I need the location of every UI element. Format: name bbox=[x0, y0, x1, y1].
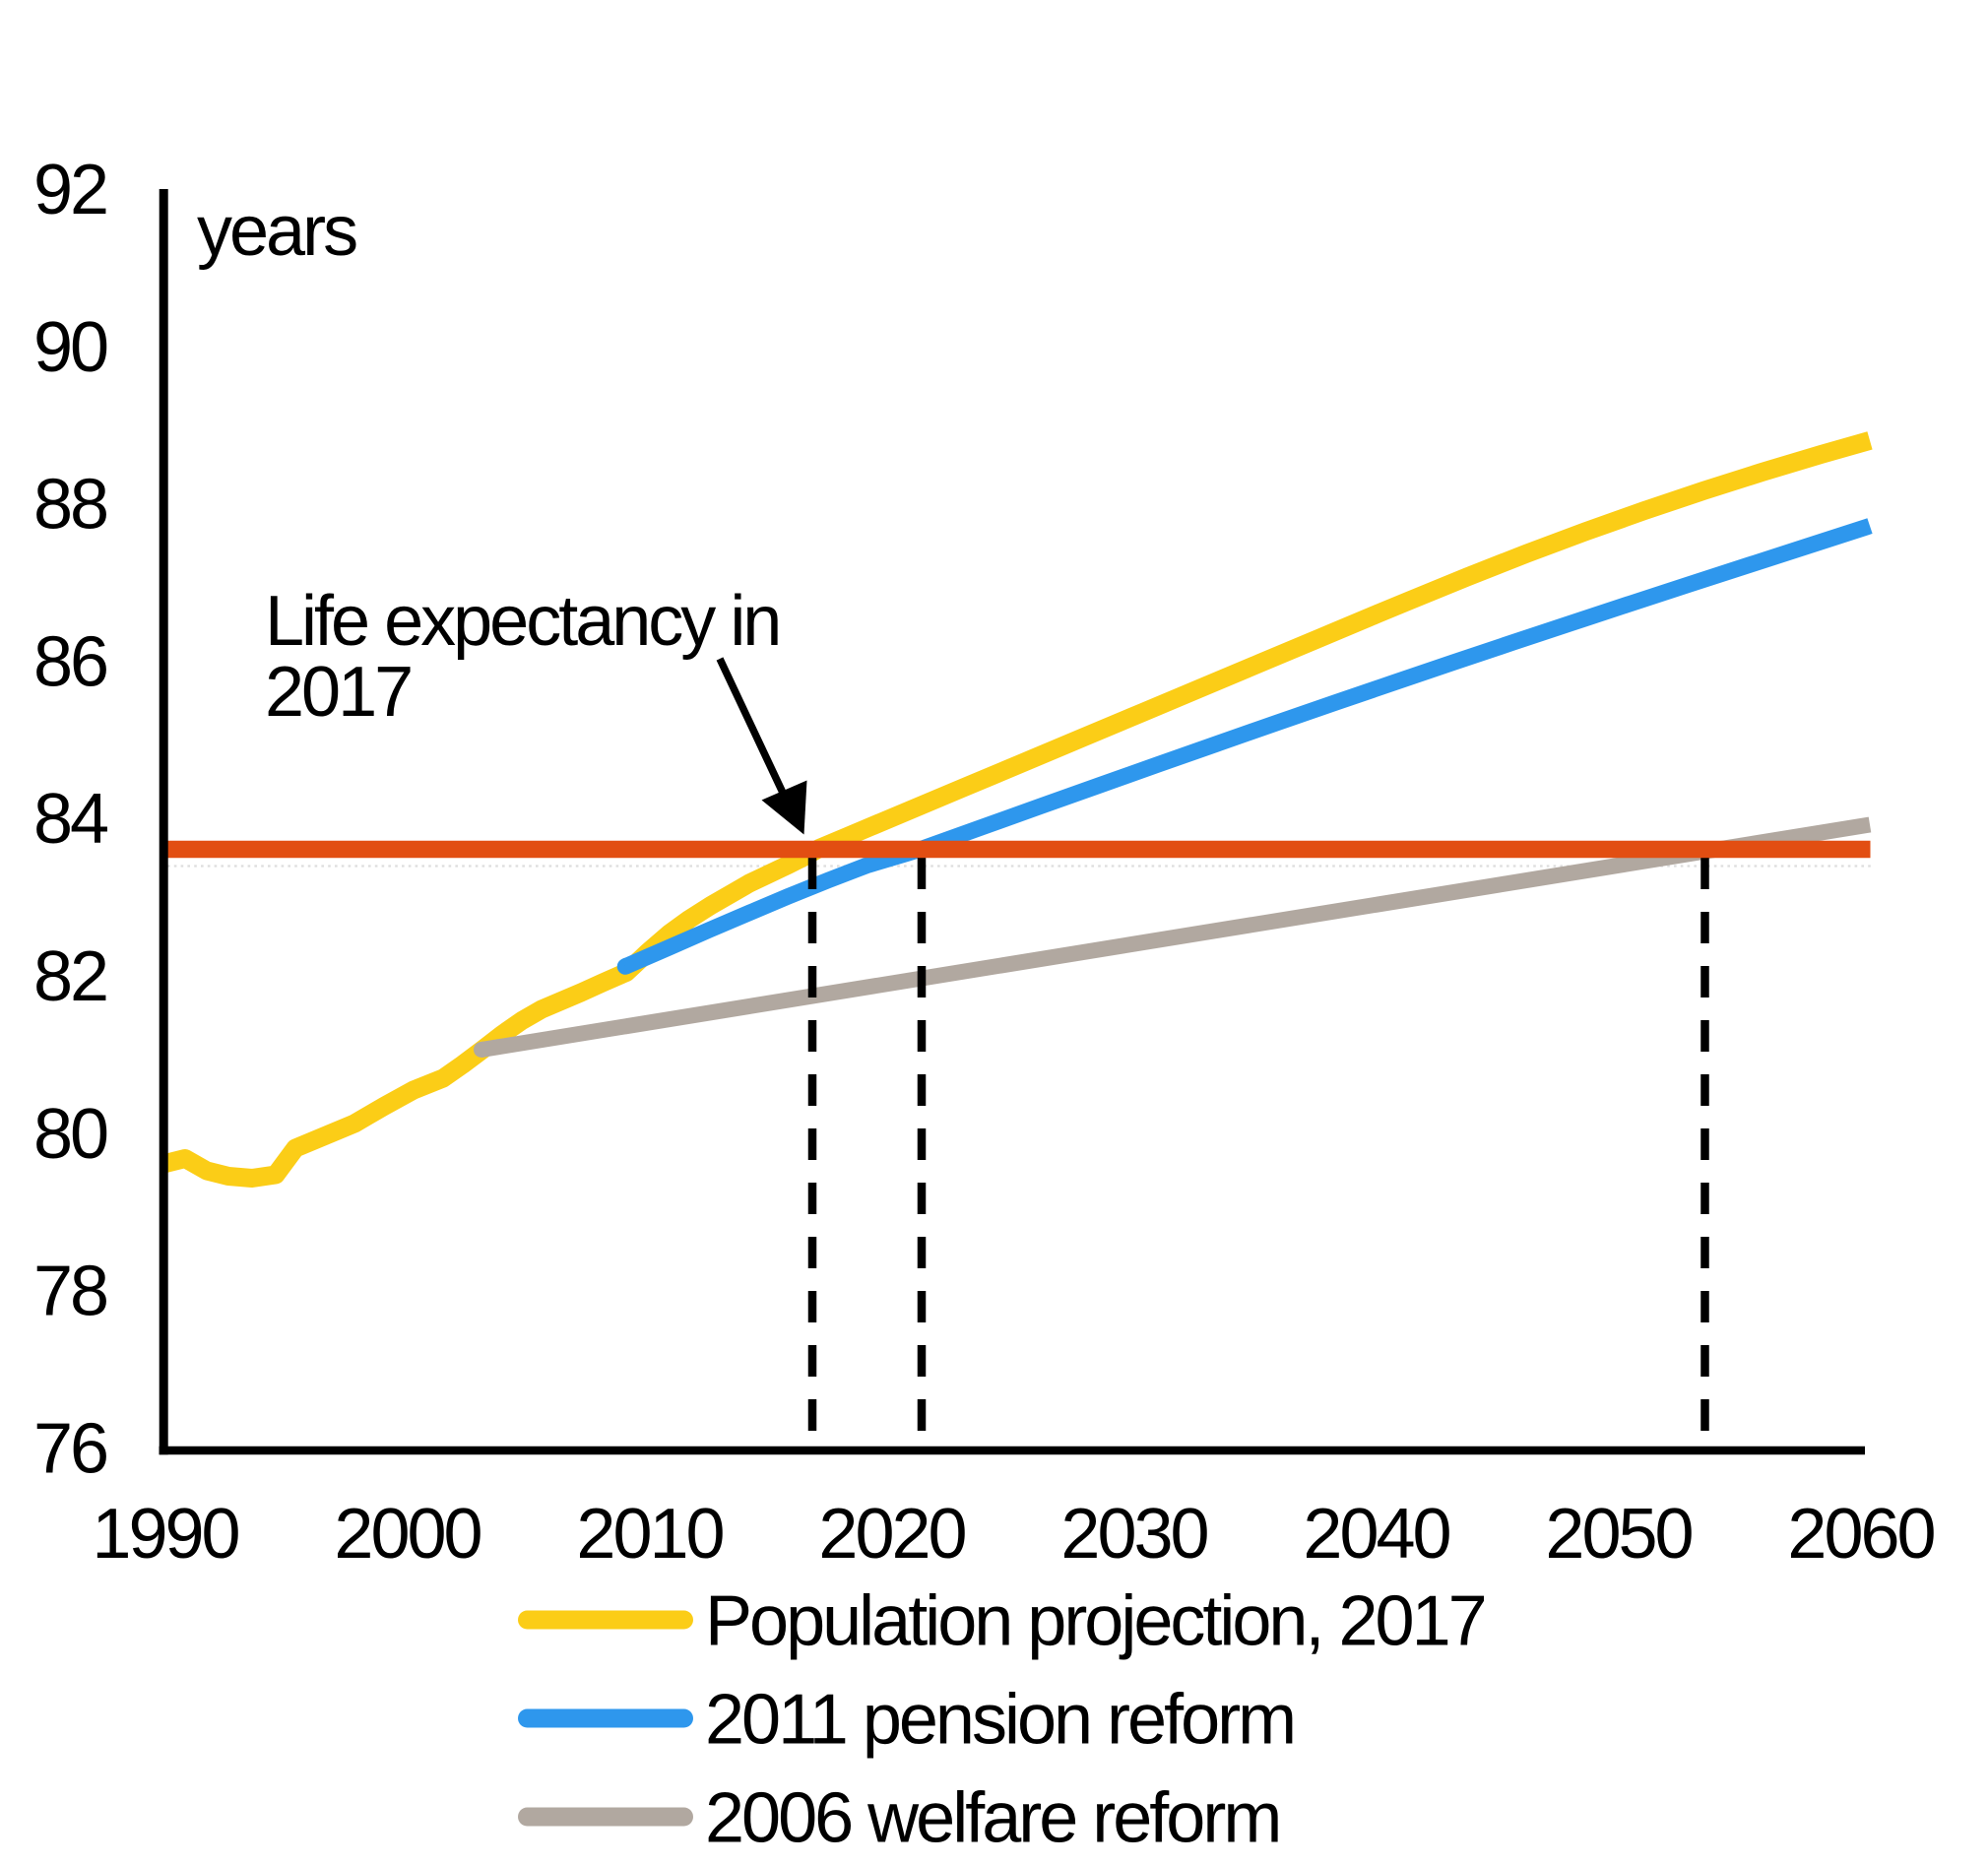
svg-text:86: 86 bbox=[33, 622, 106, 701]
svg-text:2006 welfare reform: 2006 welfare reform bbox=[705, 1779, 1279, 1858]
svg-text:Life expectancy in: Life expectancy in bbox=[265, 582, 779, 661]
svg-text:78: 78 bbox=[33, 1253, 106, 1331]
svg-text:80: 80 bbox=[33, 1095, 107, 1174]
svg-text:years: years bbox=[197, 192, 356, 271]
svg-text:90: 90 bbox=[33, 308, 107, 387]
svg-text:76: 76 bbox=[33, 1409, 106, 1488]
svg-text:2010: 2010 bbox=[576, 1495, 723, 1574]
svg-text:1990: 1990 bbox=[92, 1495, 238, 1574]
svg-text:2000: 2000 bbox=[334, 1495, 481, 1574]
svg-text:2030: 2030 bbox=[1060, 1495, 1207, 1574]
svg-text:Population projection, 2017: Population projection, 2017 bbox=[705, 1582, 1485, 1661]
svg-text:2040: 2040 bbox=[1303, 1495, 1449, 1574]
svg-text:88: 88 bbox=[33, 466, 106, 545]
svg-text:2050: 2050 bbox=[1545, 1495, 1692, 1574]
svg-text:92: 92 bbox=[33, 151, 106, 229]
svg-text:2020: 2020 bbox=[818, 1495, 965, 1574]
svg-text:2017: 2017 bbox=[265, 653, 411, 732]
svg-text:2011 pension reform: 2011 pension reform bbox=[705, 1681, 1294, 1760]
svg-text:2060: 2060 bbox=[1787, 1495, 1934, 1574]
svg-text:82: 82 bbox=[33, 937, 106, 1016]
svg-text:84: 84 bbox=[33, 780, 107, 859]
